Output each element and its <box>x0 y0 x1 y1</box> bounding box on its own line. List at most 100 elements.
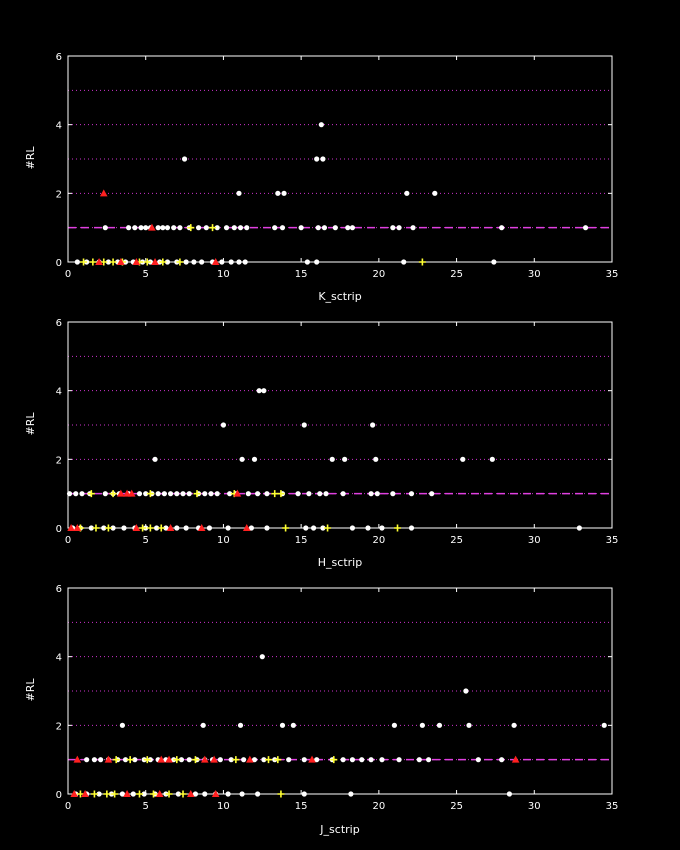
data-point <box>255 491 261 497</box>
data-point <box>274 756 282 764</box>
y-tick-label: 4 <box>56 653 62 664</box>
data-point <box>165 790 173 798</box>
y-tick-label: 0 <box>56 524 62 535</box>
data-point <box>499 757 505 763</box>
data-point <box>73 524 82 531</box>
data-point <box>67 524 75 531</box>
x-tick-label: 35 <box>606 269 619 280</box>
data-point <box>425 757 432 763</box>
x-tick-label: 10 <box>217 535 230 546</box>
data-point <box>155 790 164 797</box>
x-tick-label: 30 <box>528 269 541 280</box>
x-tick-label: 15 <box>295 535 308 546</box>
data-point <box>223 225 230 231</box>
data-point <box>73 755 82 763</box>
data-point <box>348 791 354 797</box>
data-point <box>239 791 245 797</box>
data-point <box>282 524 290 532</box>
x-tick-label: 5 <box>143 269 149 280</box>
data-point <box>408 525 415 531</box>
data-point <box>261 757 267 763</box>
plot-frame <box>67 55 613 263</box>
y-axis-title: #RL <box>24 146 37 170</box>
data-point <box>174 491 180 497</box>
data-point <box>104 755 113 763</box>
data-point <box>314 757 320 763</box>
data-point <box>91 757 98 763</box>
panel-j-sctrip: J_sctrip #RL 0 5 10 15 20 25 30 35 0 2 4 6 <box>24 584 618 836</box>
data-point <box>228 757 234 763</box>
data-point <box>368 757 374 763</box>
data-point <box>310 525 317 531</box>
data-point <box>109 258 117 266</box>
data-point <box>349 225 356 231</box>
x-tick-label: 30 <box>528 801 541 812</box>
data-point <box>246 755 254 763</box>
data-point <box>281 190 287 196</box>
data-point <box>499 225 505 231</box>
data-point <box>206 525 213 531</box>
data-point <box>119 722 125 728</box>
x-axis-title: H_sctrip <box>318 556 362 569</box>
data-point <box>304 259 310 265</box>
x-tick-label: 25 <box>450 535 463 546</box>
x-tick-label: 15 <box>295 269 308 280</box>
data-point <box>265 756 273 764</box>
data-point <box>228 259 234 265</box>
data-point <box>236 190 242 196</box>
data-point <box>290 722 296 728</box>
data-point <box>275 190 281 196</box>
data-point <box>390 225 396 231</box>
data-point <box>491 259 497 265</box>
data-point <box>136 491 143 497</box>
x-tick-label: 5 <box>143 535 149 546</box>
data-point <box>359 757 365 763</box>
data-point <box>368 491 374 497</box>
x-axis-title: K_sctrip <box>318 290 361 303</box>
x-tick-label: 10 <box>217 801 230 812</box>
data-point <box>320 156 326 162</box>
data-point <box>175 791 181 797</box>
y-tick-label: 4 <box>56 121 62 132</box>
data-point <box>135 790 143 798</box>
data-point <box>329 456 335 462</box>
data-point <box>318 122 324 128</box>
data-point <box>245 491 251 497</box>
data-point <box>102 491 108 497</box>
data-point <box>123 790 131 797</box>
data-point <box>132 757 138 763</box>
data-point <box>143 258 151 266</box>
y-tick-label: 4 <box>56 387 62 398</box>
data-point <box>104 524 112 532</box>
data-point <box>209 224 217 232</box>
data-point <box>576 525 582 531</box>
data-point <box>202 791 208 797</box>
data-point <box>511 722 517 728</box>
data-point <box>132 524 141 531</box>
data-point <box>88 525 94 531</box>
data-point <box>463 688 469 694</box>
data-point <box>298 225 304 231</box>
data-point <box>332 225 338 231</box>
data-point <box>164 225 171 231</box>
data-point <box>122 757 129 763</box>
data-point <box>460 456 466 462</box>
x-tick-label: 0 <box>65 269 71 280</box>
data-point <box>264 525 270 531</box>
data-point <box>139 524 147 532</box>
data-point <box>191 756 199 764</box>
panel-h-sctrip: H_sctrip #RL 0 5 10 15 20 25 30 35 0 2 4 6 <box>24 318 618 569</box>
data-point <box>272 225 278 231</box>
data-point <box>84 757 90 763</box>
data-point <box>132 225 138 231</box>
data-point <box>214 491 220 497</box>
data-point <box>98 757 104 763</box>
data-point <box>466 722 472 728</box>
x-tick-label: 35 <box>606 801 619 812</box>
data-point <box>301 422 307 428</box>
x-tick-label: 25 <box>450 801 463 812</box>
data-point <box>320 525 326 531</box>
data-point <box>401 259 407 265</box>
data-point <box>436 722 443 728</box>
